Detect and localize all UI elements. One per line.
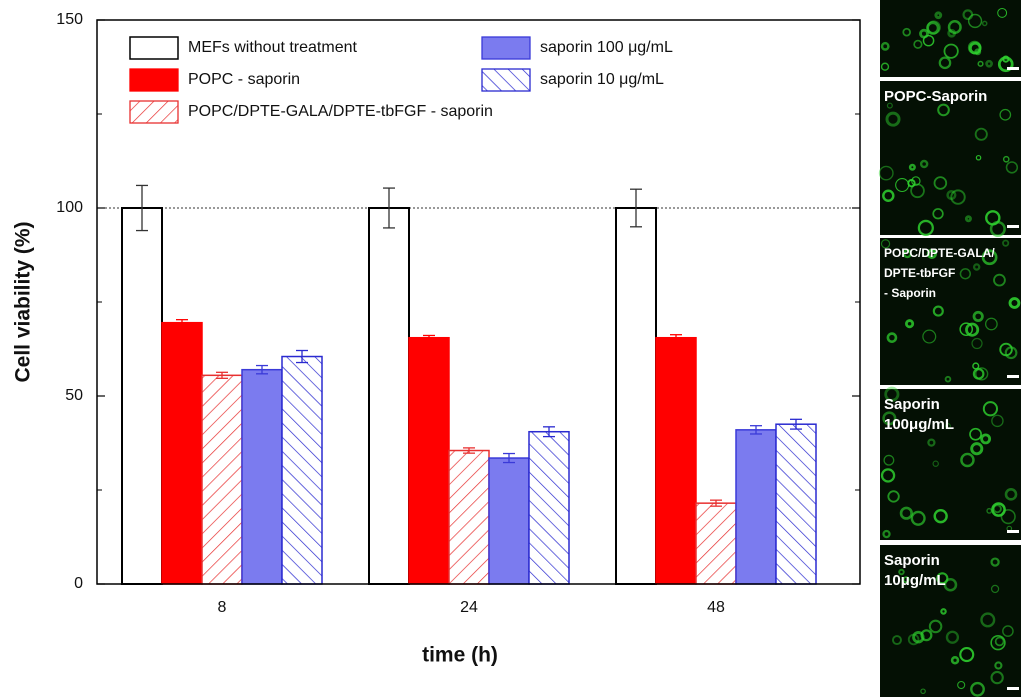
- bar: [202, 375, 242, 584]
- y-tick-label: 50: [65, 387, 83, 404]
- bar: [162, 323, 202, 584]
- x-tick-label: 8: [218, 599, 227, 616]
- figure: time (h) Cell viability (%) 0 50 100 150 8 24…: [0, 0, 1021, 697]
- legend-swatch: [482, 37, 530, 59]
- panel-label: DPTE-tbFGF: [884, 266, 955, 280]
- bar: [409, 338, 449, 584]
- legend-swatch: [130, 37, 178, 59]
- panel-label: Saporin: [884, 396, 940, 413]
- bar: [242, 370, 282, 584]
- x-axis-label: time (h): [422, 644, 498, 667]
- bar: [489, 458, 529, 584]
- legend-label: saporin 10 μg/mL: [540, 71, 664, 88]
- bar: [736, 430, 776, 584]
- legend-label: POPC/DPTE-GALA/DPTE-tbFGF - saporin: [188, 103, 493, 120]
- panel-label: 10μg/mL: [884, 572, 946, 589]
- bar: [616, 208, 656, 584]
- panel-label: - Saporin: [884, 286, 936, 300]
- scale-bar: [1007, 687, 1019, 690]
- legend-swatch: [130, 69, 178, 91]
- bar: [776, 424, 816, 584]
- bar: [369, 208, 409, 584]
- scale-bar: [1007, 225, 1019, 228]
- legend-label: POPC - saporin: [188, 71, 300, 88]
- page: {"chart_data": {"type": "bar", "x_label"…: [0, 0, 1021, 697]
- bar: [529, 432, 569, 584]
- bar: [282, 357, 322, 584]
- scale-bar: [1007, 67, 1019, 70]
- panel-label: 100μg/mL: [884, 416, 954, 433]
- x-tick-label: 24: [460, 599, 478, 616]
- panel-label: POPC/DPTE-GALA/: [884, 246, 995, 260]
- bar: [656, 338, 696, 584]
- legend-swatch: [482, 69, 530, 91]
- bar: [696, 503, 736, 584]
- legend-label: MEFs without treatment: [188, 39, 358, 56]
- scale-bar: [1007, 375, 1019, 378]
- y-tick-label: 100: [56, 199, 83, 216]
- scale-bar: [1007, 530, 1019, 533]
- y-axis-label: Cell viability (%): [12, 221, 35, 382]
- legend-label: saporin 100 μg/mL: [540, 39, 673, 56]
- legend-swatch: [130, 101, 178, 123]
- bar: [449, 451, 489, 584]
- panel-label: Saporin: [884, 552, 940, 569]
- panel-label: POPC-Saporin: [884, 88, 987, 105]
- x-tick-label: 48: [707, 599, 725, 616]
- y-tick-label: 0: [74, 575, 83, 592]
- bar: [122, 208, 162, 584]
- y-tick-label: 150: [56, 11, 83, 28]
